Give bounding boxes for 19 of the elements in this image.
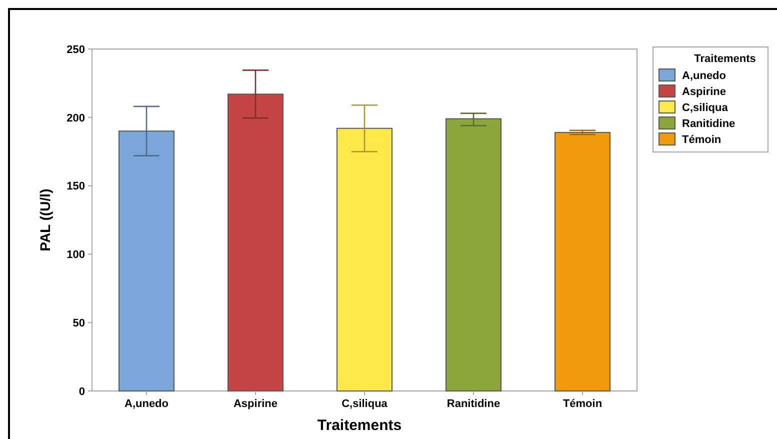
x-tick-label: Ranitidine	[446, 398, 500, 410]
y-tick-label: 0	[78, 386, 85, 398]
x-tick-label: Témoin	[562, 398, 602, 410]
legend-label: Ranitidine	[682, 118, 736, 130]
y-tick-label: 200	[66, 112, 85, 124]
legend-label: Aspirine	[682, 86, 726, 98]
x-tick-label: C,siliqua	[342, 398, 388, 410]
legend-label: Témoin	[682, 134, 722, 146]
x-axis-title: Traitements	[317, 417, 402, 434]
x-tick-label: A,unedo	[124, 398, 169, 410]
y-tick-label: 150	[66, 180, 85, 193]
legend-label: A,unedo	[682, 70, 726, 82]
y-axis-title: PAL ((U/l)	[37, 188, 53, 252]
y-tick-label: 100	[66, 249, 85, 262]
legend-label: C,siliqua	[682, 102, 729, 114]
y-tick-label: 250	[66, 44, 85, 56]
legend-title: Traitements	[694, 53, 756, 65]
x-tick-label: Aspirine	[233, 398, 278, 410]
y-tick-label: 50	[72, 317, 85, 330]
